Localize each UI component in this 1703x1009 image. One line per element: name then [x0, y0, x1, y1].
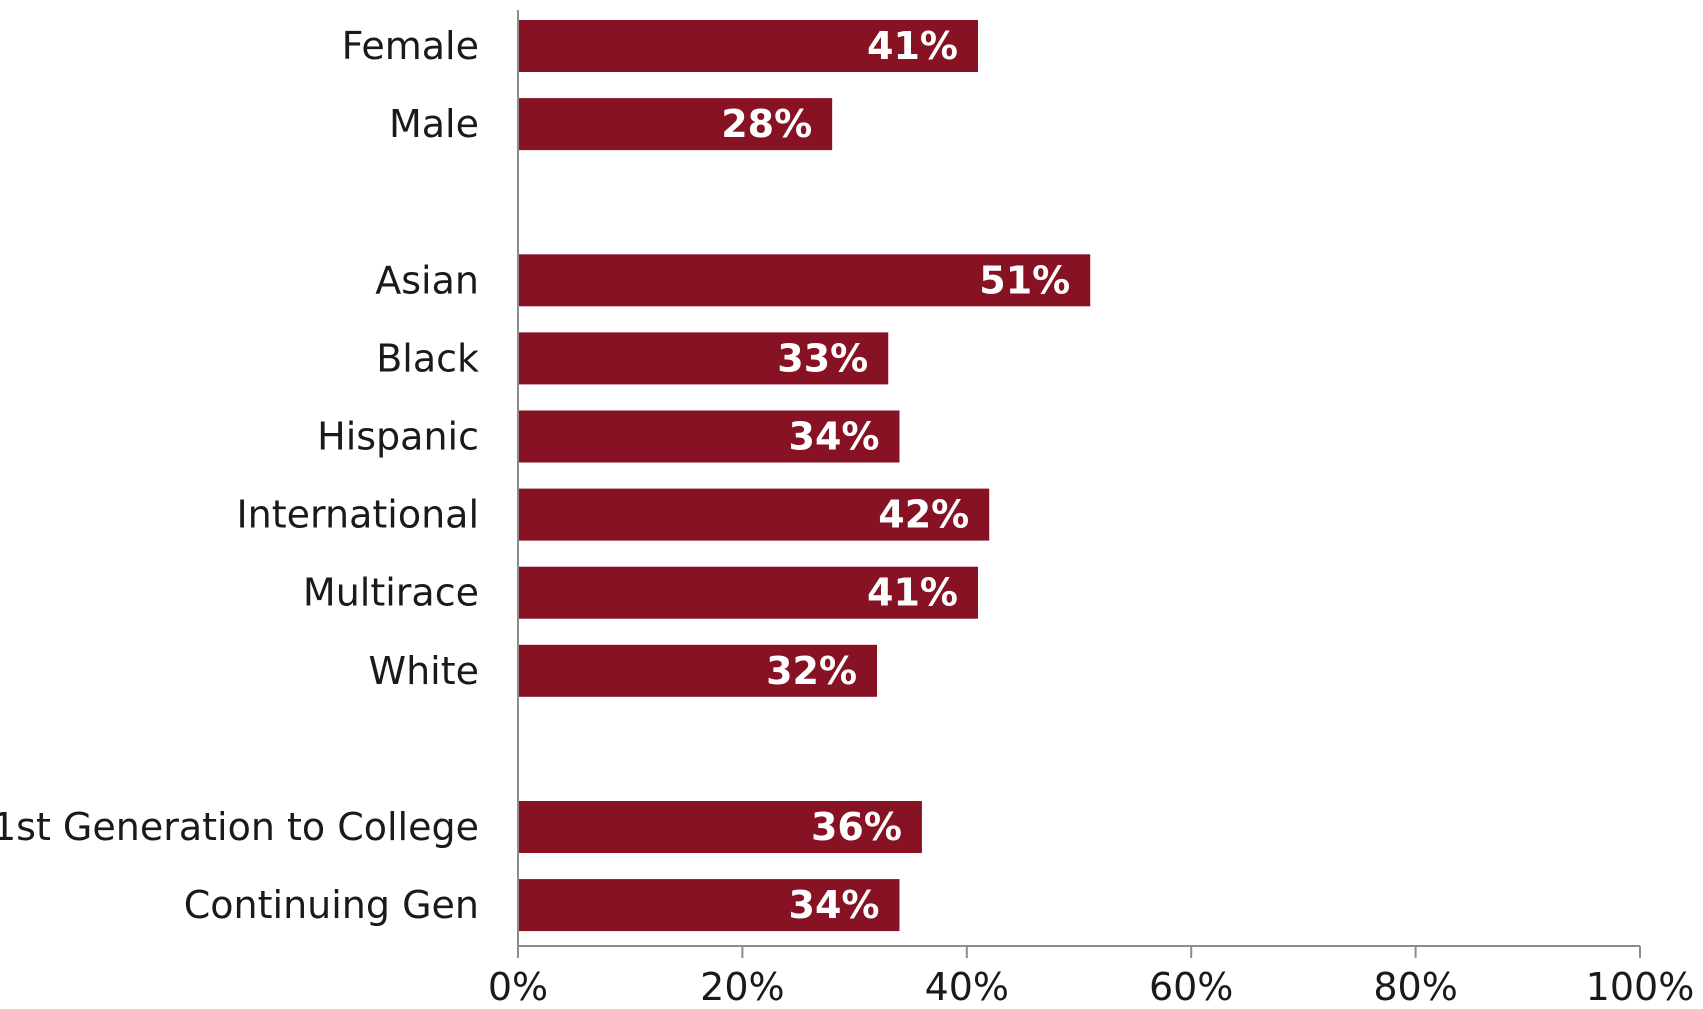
bar-white	[518, 644, 878, 697]
x-tick-label-60: 60%	[1149, 965, 1233, 1009]
category-label-1st-generation-to-college: 1st Generation to College	[0, 805, 479, 849]
category-label-asian: Asian	[375, 258, 479, 302]
x-tick-label-20: 20%	[700, 965, 784, 1009]
category-label-continuing-gen: Continuing Gen	[184, 883, 479, 927]
value-label-white: 32%	[766, 649, 857, 693]
value-label-black: 33%	[777, 336, 868, 380]
bar-hispanic	[518, 410, 900, 463]
bar-multirace	[518, 566, 979, 619]
category-label-female: Female	[342, 24, 479, 68]
bar-male	[518, 98, 833, 151]
value-label-1st-generation-to-college: 36%	[811, 805, 902, 849]
category-label-multirace: Multirace	[303, 571, 479, 615]
bar-1st-generation-to-college	[518, 801, 922, 853]
bar-continuing-gen	[518, 879, 900, 932]
category-label-black: Black	[376, 336, 479, 380]
category-label-international: International	[236, 493, 479, 537]
category-label-white: White	[369, 649, 480, 693]
bar-black	[518, 332, 889, 385]
bar-international	[518, 488, 990, 541]
value-label-continuing-gen: 34%	[789, 883, 880, 927]
label-group: 41% Female 28% Male 51% Asian 33% Black 34% Hispa…	[0, 24, 1694, 1009]
value-label-hispanic: 34%	[789, 415, 880, 459]
value-label-asian: 51%	[979, 258, 1070, 302]
x-tick-label-80: 80%	[1373, 965, 1457, 1009]
category-label-male: Male	[389, 102, 479, 146]
category-label-hispanic: Hispanic	[317, 415, 479, 459]
bar-female	[518, 20, 979, 72]
bar-asian	[518, 254, 1091, 307]
value-label-multirace: 41%	[867, 571, 958, 615]
x-tick-label-40: 40%	[925, 965, 1009, 1009]
bar-group	[518, 20, 1091, 932]
value-label-female: 41%	[867, 24, 958, 68]
value-label-male: 28%	[721, 102, 812, 146]
x-tick-label-0: 0%	[488, 965, 548, 1009]
x-tick-label-100: 100%	[1586, 965, 1695, 1009]
value-label-international: 42%	[878, 493, 969, 537]
axes-group	[517, 10, 1641, 958]
